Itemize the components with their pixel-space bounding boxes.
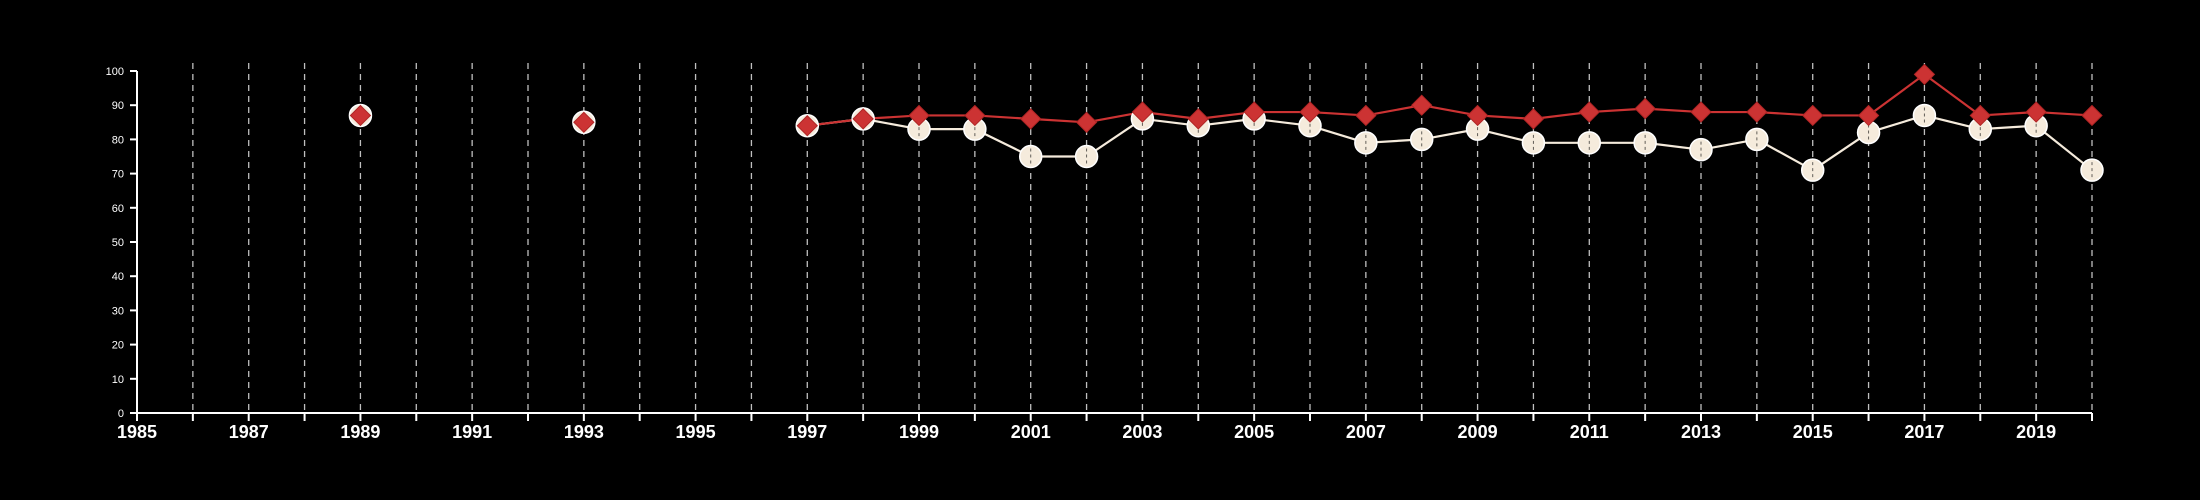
x-tick-label: 2017 [1904, 422, 1944, 442]
series-2-segment [1923, 73, 1981, 117]
series-2-point [1131, 101, 1154, 123]
x-tick-label: 2001 [1011, 422, 1051, 442]
x-tick-label: 1993 [564, 422, 604, 442]
x-tick-label: 2003 [1122, 422, 1162, 442]
series-2-point [1634, 97, 1656, 120]
x-tick-label: 2005 [1234, 422, 1274, 442]
x-tick-label: 1997 [787, 422, 827, 442]
y-tick-label: 0 [118, 408, 124, 420]
series-2-point [349, 104, 372, 127]
series-2-point [1355, 104, 1377, 127]
series-2-point [1857, 104, 1880, 127]
series-2-point [2081, 104, 2103, 127]
x-tick-label: 2019 [2016, 422, 2056, 442]
series-2-point [1746, 101, 1768, 123]
series-2-point [2025, 101, 2047, 123]
series-2-point [1913, 63, 1936, 86]
series-2-segment [1421, 104, 1478, 117]
series-2-segment [1365, 104, 1422, 117]
x-tick-label: 1989 [340, 422, 380, 442]
y-tick-label: 10 [112, 374, 124, 386]
y-tick-label: 100 [106, 66, 124, 78]
x-tick-label: 1987 [229, 422, 269, 442]
y-tick-label: 70 [112, 169, 124, 181]
series-2-point [573, 111, 595, 134]
series-2-point [964, 104, 986, 127]
series-2-point [1075, 111, 1098, 134]
y-tick-label: 90 [112, 100, 124, 112]
series-2-point [1802, 104, 1824, 127]
x-tick-label: 1995 [676, 422, 716, 442]
series-2-segment [1867, 73, 1926, 117]
y-tick-label: 40 [112, 271, 124, 283]
series-2-point [1299, 101, 1321, 123]
series-2-point [852, 108, 874, 130]
series-2-point [1466, 104, 1489, 127]
y-tick-label: 30 [112, 305, 124, 317]
x-tick-label: 1999 [899, 422, 939, 442]
y-tick-label: 20 [112, 340, 124, 352]
series-2-point [1187, 108, 1209, 130]
series-2-point [796, 115, 818, 137]
series-2-point [908, 104, 930, 127]
series-1-segment [2035, 124, 2093, 172]
x-tick-label: 2011 [1570, 422, 1609, 442]
x-tick-label: 1991 [452, 422, 492, 442]
series-layer [348, 63, 2104, 182]
x-tick-label: 2013 [1681, 422, 1721, 442]
axes: 0 10 20 30 40 50 60 70 80 90 100 1985 1987 1989 1991 19… [106, 66, 2093, 442]
series-2-point [1578, 101, 1600, 123]
y-tick-label: 50 [112, 237, 124, 249]
x-tick-label: 2015 [1793, 422, 1833, 442]
series-2-point [1969, 104, 1991, 127]
x-tick-label: 2007 [1346, 422, 1386, 442]
x-tick-label: 2009 [1458, 422, 1498, 442]
y-tick-label: 60 [112, 203, 124, 215]
series-2-point [1690, 101, 1712, 123]
x-tick-label: 1985 [117, 422, 157, 442]
y-tick-label: 80 [112, 134, 124, 146]
series-2-point [1243, 101, 1265, 123]
series-2-point [1522, 108, 1545, 130]
series-2-point [1020, 108, 1042, 130]
series-2-point [1411, 94, 1433, 116]
